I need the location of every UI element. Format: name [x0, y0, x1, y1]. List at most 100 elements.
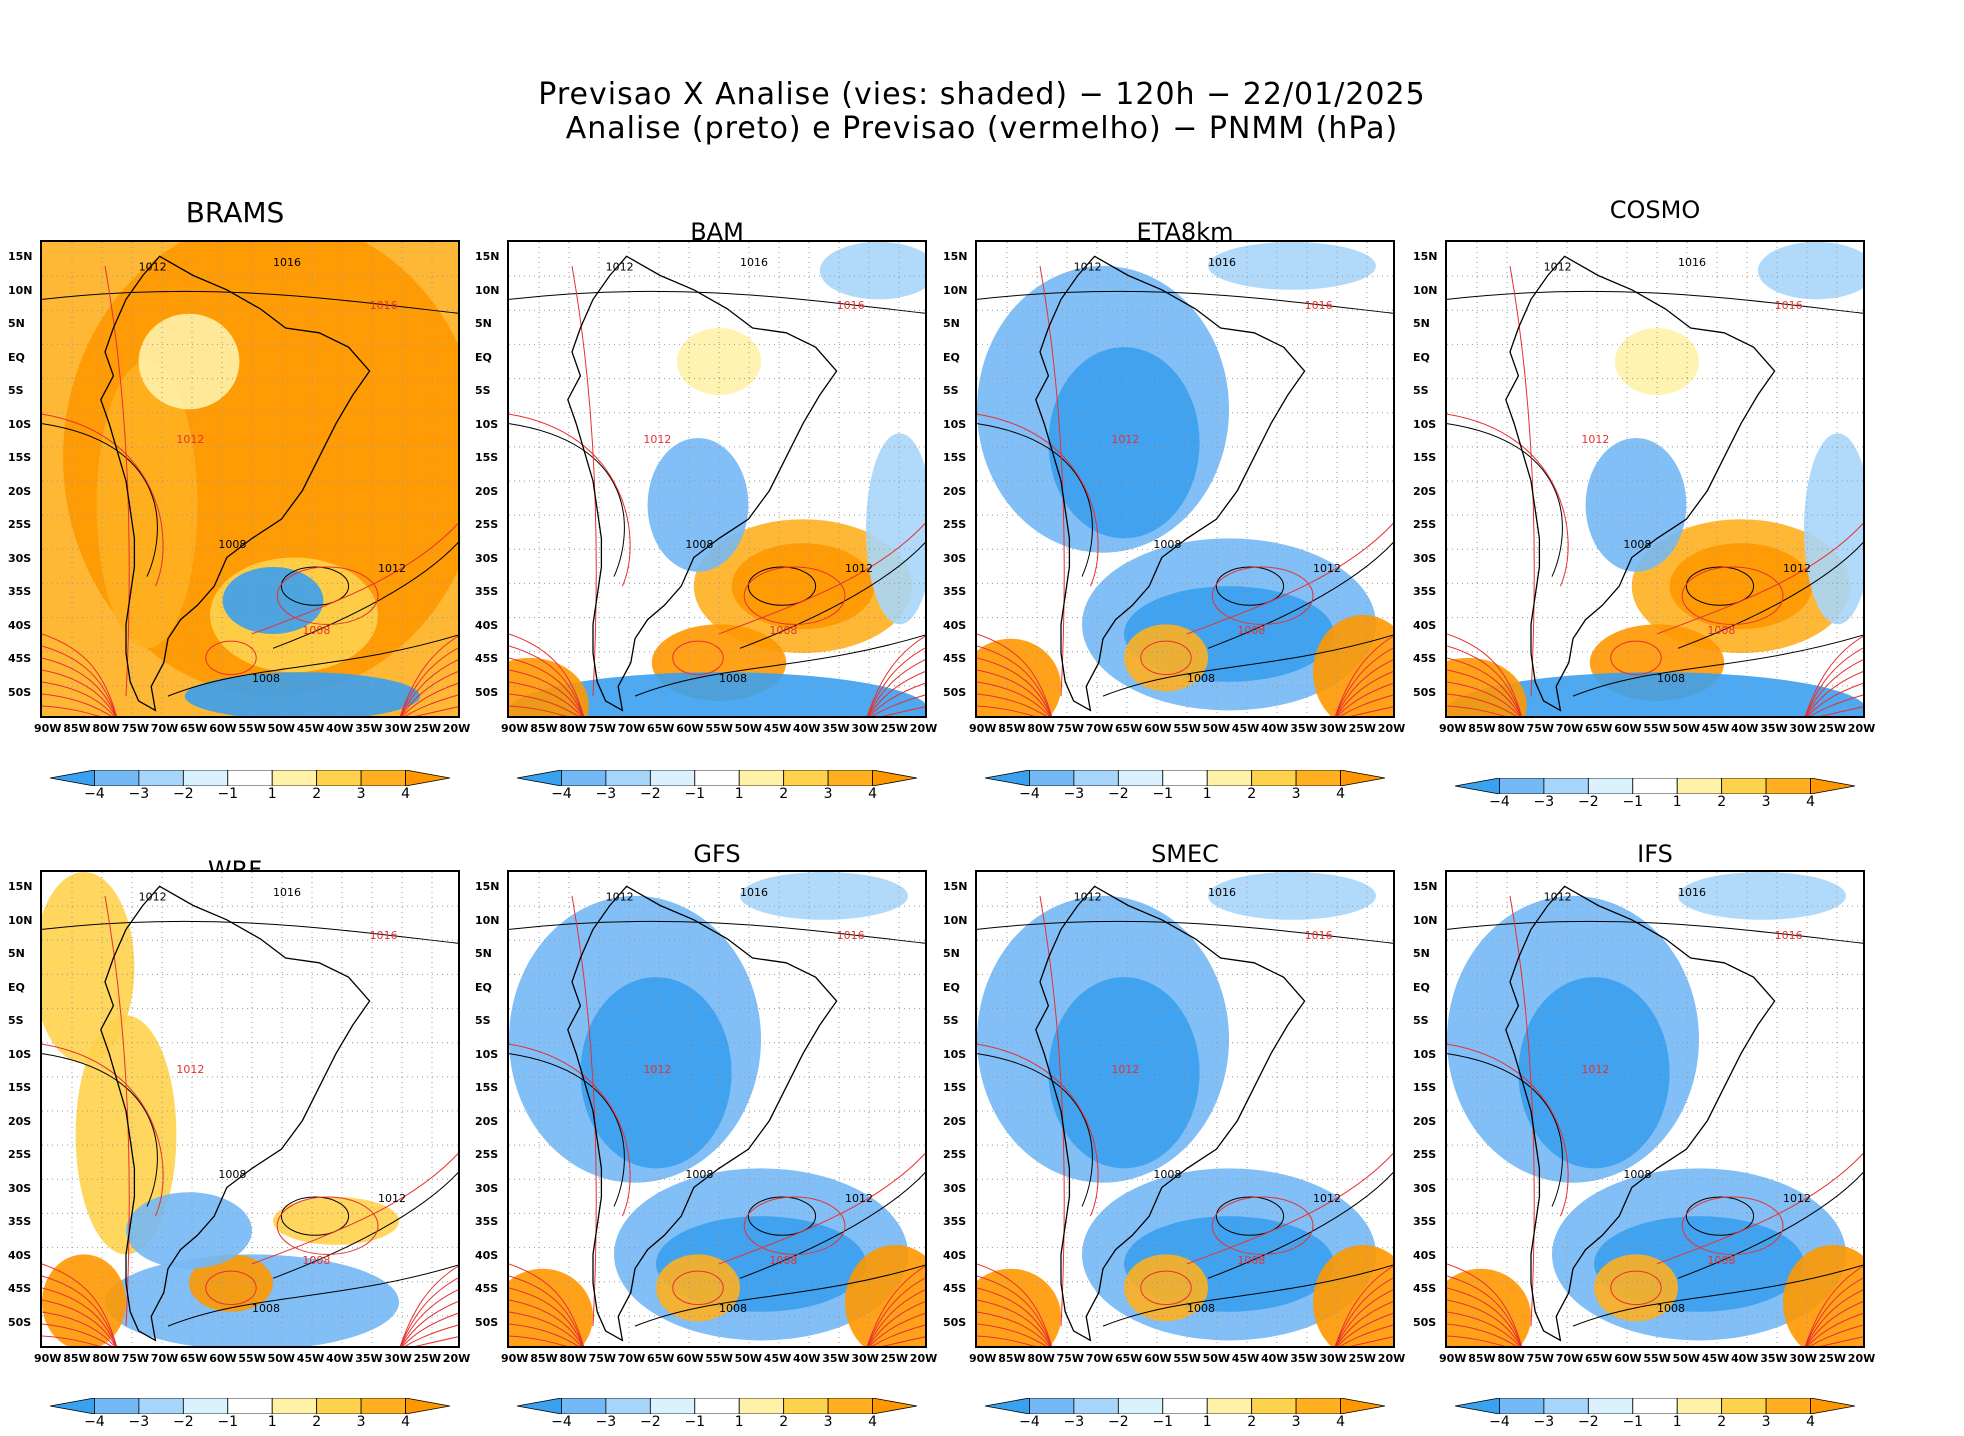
lat-label: 30S [475, 551, 499, 565]
lon-label: 40W [326, 722, 354, 735]
lon-label: 25W [1348, 1352, 1377, 1365]
lat-label: 20S [1413, 1114, 1437, 1128]
lon-label: 90W [1439, 722, 1467, 735]
forecast-isobars [1447, 265, 1863, 716]
colorbar-swatch [1340, 1398, 1385, 1414]
lon-label: 70W [1555, 1352, 1584, 1365]
lat-label: 5N [1413, 317, 1430, 330]
colorbar-swatch [783, 1398, 829, 1414]
lon-label: 30W [1789, 722, 1817, 735]
contour-label: 1012 [845, 562, 873, 575]
contour-label: 1008 [252, 1302, 280, 1315]
lon-label: 80W [559, 722, 587, 735]
bias-shading [138, 313, 240, 410]
contour-label: 1012 [1111, 433, 1139, 446]
lat-label: 35S [943, 585, 967, 598]
contour-label: 1008 [252, 672, 280, 685]
lat-label: EQ [1413, 980, 1430, 994]
colorbar-swatch [1632, 778, 1678, 794]
bias-shading [1124, 624, 1208, 692]
lat-label: 15N [475, 880, 500, 893]
colorbar-label: 1 [1672, 1414, 1682, 1430]
colorbar-label: 1 [267, 786, 277, 802]
bias-shading [1594, 1254, 1678, 1322]
colorbar-label: 1 [734, 1414, 744, 1430]
figure-title: Previsao X Analise (vies: shaded) − 120h… [0, 78, 1964, 146]
bias-shading [1585, 437, 1687, 572]
lon-label: 90W [1439, 1352, 1467, 1365]
contour-label: 1016 [1775, 929, 1803, 942]
contour-label: 1012 [139, 261, 167, 274]
lon-label: 70W [617, 1352, 646, 1365]
colorbar-swatch [316, 770, 362, 786]
lon-label: 45W [296, 1352, 325, 1365]
colorbar-label: −1 [1152, 786, 1174, 802]
bias-shading [273, 1197, 399, 1245]
lon-label: 85W [530, 1352, 558, 1365]
bias-shading [126, 1192, 252, 1269]
lon-label: 80W [1027, 722, 1055, 735]
lon-label: 90W [501, 722, 529, 735]
contour-label: 1012 [378, 562, 406, 575]
colorbar-swatch [649, 770, 696, 786]
lon-label: 25W [413, 722, 442, 735]
lat-label: 10S [8, 1047, 32, 1061]
colorbar-swatch [138, 770, 184, 786]
colorbar-swatch [1295, 1398, 1341, 1414]
lat-label: 15S [943, 451, 967, 464]
lat-label: EQ [943, 350, 960, 364]
lat-label: 15S [475, 1081, 499, 1094]
lat-label: 15N [475, 250, 500, 263]
contour-label: 1016 [370, 929, 398, 942]
colorbar-label: −2 [1108, 1414, 1129, 1430]
lat-label: 25S [475, 518, 499, 531]
lon-label: 35W [355, 1352, 383, 1365]
lon-label: 60W [676, 1352, 704, 1365]
colorbar-swatch [827, 1398, 873, 1414]
contour-label: 1016 [1678, 256, 1706, 269]
colorbar-label: −2 [640, 1414, 661, 1430]
lon-label: 40W [1261, 1352, 1289, 1365]
colorbar [1455, 778, 1855, 794]
lon-label: 50W [734, 1352, 763, 1365]
colorbar-swatch [605, 1398, 651, 1414]
colorbar-label: 2 [1717, 1414, 1727, 1430]
colorbar-label: 4 [1806, 794, 1815, 810]
colorbar-swatch [1295, 770, 1341, 786]
contour-label: 1016 [740, 256, 768, 269]
contour-label: 1012 [1074, 261, 1102, 274]
colorbar-swatch [561, 770, 607, 786]
lon-label: 75W [121, 722, 150, 735]
colorbar-label: −4 [551, 786, 572, 802]
lat-label: 50S [8, 685, 32, 699]
lat-label: 15N [1413, 880, 1438, 893]
lat-label: 40S [943, 618, 967, 632]
lon-label: 25W [880, 722, 909, 735]
lon-label: 35W [822, 722, 850, 735]
lat-label: 45S [8, 652, 32, 665]
colorbar-label: −3 [595, 1414, 617, 1430]
lat-label: EQ [1413, 350, 1430, 364]
colorbar-label: −4 [1019, 786, 1040, 802]
colorbar [517, 770, 917, 786]
lat-label: EQ [8, 350, 25, 364]
contour-label: 1008 [769, 624, 797, 637]
contour-label: 1008 [719, 1302, 747, 1315]
colorbar-swatch [517, 1398, 562, 1414]
lat-label: 10S [943, 1047, 967, 1061]
colorbar-label: −1 [217, 786, 239, 802]
colorbar-label: −2 [173, 1414, 194, 1430]
lat-label: 5S [8, 1014, 24, 1027]
colorbar-label: −4 [84, 1414, 105, 1430]
colorbar-swatch [360, 770, 406, 786]
colorbar-swatch [1543, 778, 1589, 794]
lat-label: 45S [475, 652, 499, 665]
colorbar-swatch [1455, 778, 1500, 794]
lat-label: 30S [943, 1181, 967, 1195]
colorbar-label: −4 [84, 786, 105, 802]
lat-label: 20S [1413, 484, 1437, 498]
lat-label: 25S [8, 1148, 32, 1161]
lon-label: 80W [92, 1352, 120, 1365]
bias-shading [1757, 242, 1863, 300]
lat-label: EQ [943, 980, 960, 994]
